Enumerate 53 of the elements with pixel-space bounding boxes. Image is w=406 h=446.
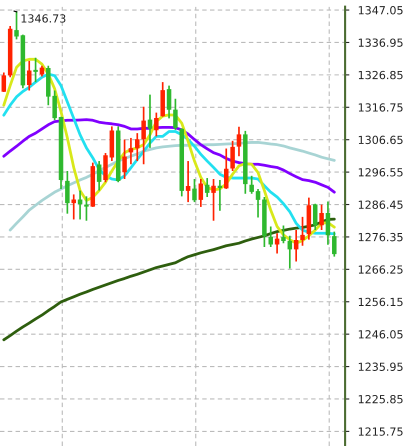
candlestick — [78, 190, 82, 220]
candlestick — [294, 229, 298, 262]
candlestick — [40, 64, 44, 78]
candlestick — [135, 132, 140, 162]
annotation: 1346.73 — [22, 14, 66, 23]
candlestick — [319, 204, 324, 231]
y-tick-label: 1246.05 — [358, 330, 403, 339]
candlestick — [288, 234, 292, 270]
candlestick — [268, 226, 273, 248]
y-tick-label: 1235.95 — [358, 362, 403, 371]
candlestick — [230, 140, 235, 172]
candlestick — [300, 216, 305, 247]
candlestick — [274, 232, 280, 254]
candlestick — [224, 148, 229, 190]
candlestick — [122, 138, 127, 180]
y-tick-label: 1266.25 — [358, 265, 403, 274]
candlestick — [2, 72, 6, 93]
candlestick — [173, 98, 178, 131]
candlestick — [218, 179, 222, 212]
candlestick — [312, 202, 318, 231]
candlestick — [332, 230, 337, 258]
candlestick — [154, 112, 159, 138]
candlestick — [141, 106, 146, 166]
y-tick-label: 1256.15 — [358, 298, 403, 306]
y-tick-label: 1296.55 — [358, 168, 403, 176]
candlestick — [128, 137, 134, 166]
y-tick-label: 1286.45 — [358, 200, 403, 209]
candlestick — [33, 56, 38, 83]
candlestick — [192, 178, 197, 203]
candlestick — [65, 170, 70, 215]
y-tick-label: 1316.75 — [358, 103, 403, 112]
candlestick — [281, 224, 286, 244]
candlestick — [211, 178, 216, 222]
y-tick-label: 1326.85 — [358, 70, 403, 80]
y-tick-label: 1347.05 — [358, 6, 403, 14]
candlestick — [166, 84, 172, 120]
candlestick — [84, 196, 89, 222]
candlestick — [204, 177, 210, 198]
y-tick-label: 1306.65 — [358, 136, 403, 144]
candlestick — [236, 126, 242, 158]
y-tick-label: 1336.95 — [358, 38, 403, 47]
candlestick — [148, 94, 152, 149]
candlestick — [186, 160, 190, 203]
candlestick — [326, 200, 330, 246]
candlestick — [26, 60, 32, 92]
candlestick — [52, 90, 57, 121]
y-tick-label: 1215.75 — [358, 427, 403, 436]
y-tick-label: 1225.85 — [358, 394, 403, 404]
candlestick — [71, 194, 76, 220]
y-tick-label: 1276.35 — [358, 232, 403, 242]
candlestick — [96, 160, 102, 192]
candlestick — [249, 174, 254, 195]
candlestick — [198, 178, 204, 208]
